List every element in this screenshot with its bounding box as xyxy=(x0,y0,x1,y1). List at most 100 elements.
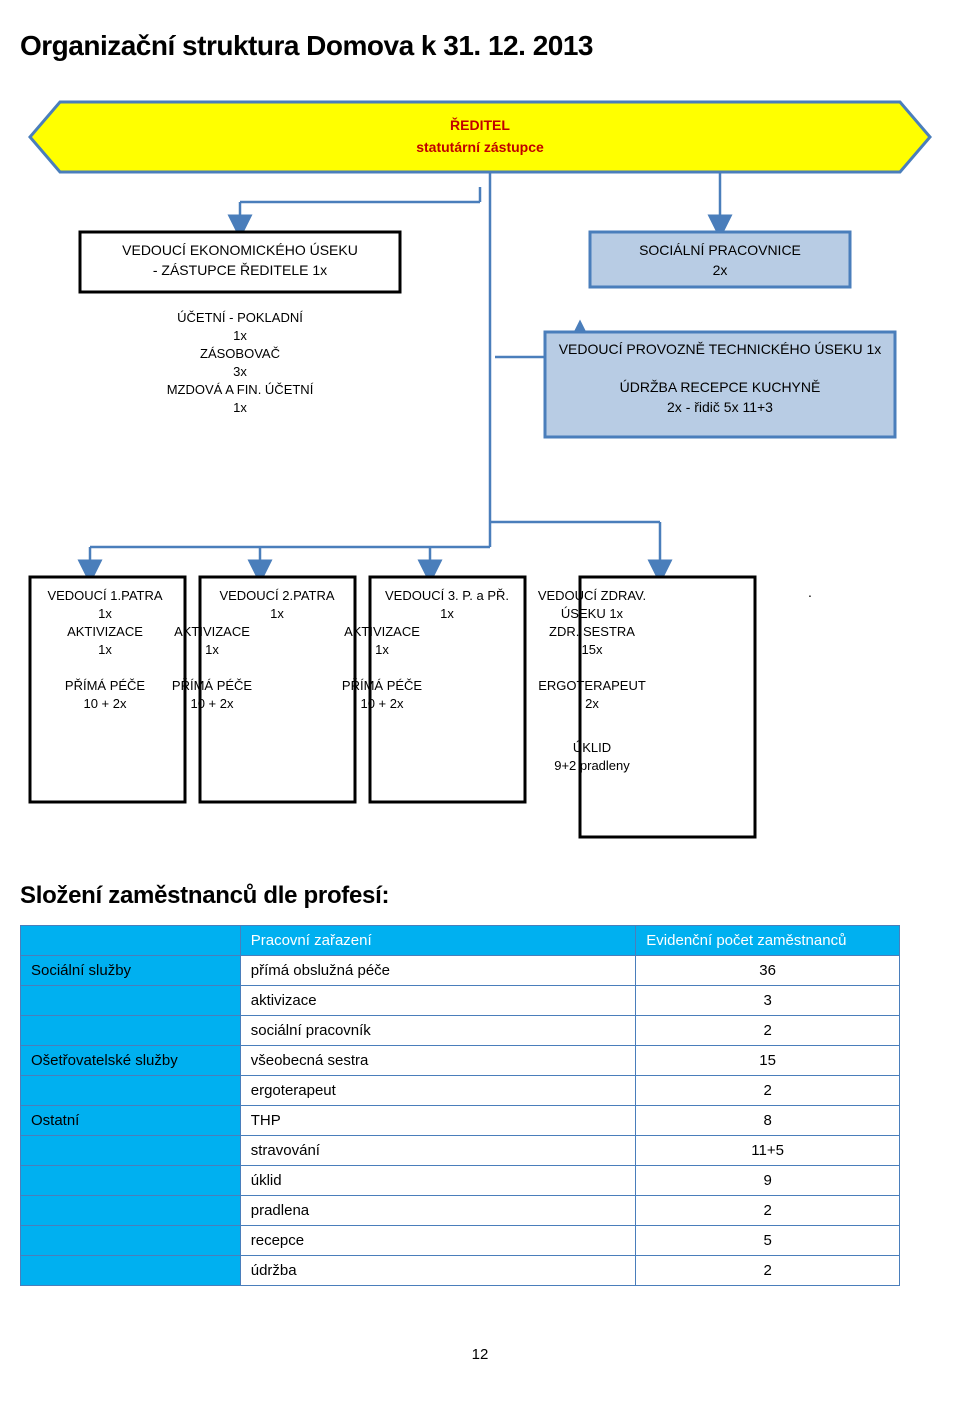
node-director: ŘEDITEL statutární zástupce xyxy=(30,102,930,172)
svg-text:AKTIVIZACE: AKTIVIZACE xyxy=(67,624,143,639)
node-social: SOCIÁLNÍ PRACOVNICE 2x xyxy=(590,232,850,287)
cell-role: ergoterapeut xyxy=(240,1076,636,1106)
svg-text:- ZÁSTUPCE ŘEDITELE 1x: - ZÁSTUPCE ŘEDITELE 1x xyxy=(153,262,327,278)
node-provoz: VEDOUCÍ PROVOZNĚ TECHNICKÉHO ÚSEKU 1x ÚD… xyxy=(545,332,895,437)
org-chart: ŘEDITEL statutární zástupce VEDOUCÍ EKON… xyxy=(20,92,940,852)
cell-category xyxy=(21,986,241,1016)
svg-text:ZDR. SESTRA: ZDR. SESTRA xyxy=(549,624,635,639)
th-blank xyxy=(21,926,241,956)
cell-category xyxy=(21,1256,241,1286)
svg-text:statutární zástupce: statutární zástupce xyxy=(416,139,544,155)
svg-text:ÚSEKU 1x: ÚSEKU 1x xyxy=(561,606,624,621)
svg-text:PŘÍMÁ PÉČE: PŘÍMÁ PÉČE xyxy=(172,678,253,693)
svg-text:SOCIÁLNÍ PRACOVNICE: SOCIÁLNÍ PRACOVNICE xyxy=(639,242,801,258)
cell-count: 9 xyxy=(636,1166,900,1196)
node-econ: VEDOUCÍ EKONOMICKÉHO ÚSEKU - ZÁSTUPCE ŘE… xyxy=(80,232,400,415)
cell-count: 2 xyxy=(636,1016,900,1046)
svg-text:VEDOUCÍ EKONOMICKÉHO ÚSEKU: VEDOUCÍ EKONOMICKÉHO ÚSEKU xyxy=(122,242,358,258)
cell-category xyxy=(21,1196,241,1226)
cell-role: aktivizace xyxy=(240,986,636,1016)
cell-role: přímá obslužná péče xyxy=(240,956,636,986)
table-row: OstatníTHP8 xyxy=(21,1106,900,1136)
cell-role: sociální pracovník xyxy=(240,1016,636,1046)
cell-category xyxy=(21,1226,241,1256)
table-row: aktivizace3 xyxy=(21,986,900,1016)
cell-role: THP xyxy=(240,1106,636,1136)
svg-text:ÚČETNÍ - POKLADNÍ: ÚČETNÍ - POKLADNÍ xyxy=(177,310,303,325)
table-row: Sociální službypřímá obslužná péče36 xyxy=(21,956,900,986)
cell-count: 8 xyxy=(636,1106,900,1136)
svg-text:1x: 1x xyxy=(98,642,112,657)
svg-text:VEDOUCÍ 1.PATRA: VEDOUCÍ 1.PATRA xyxy=(47,588,162,603)
cell-role: údržba xyxy=(240,1256,636,1286)
cell-category xyxy=(21,1016,241,1046)
svg-text:VEDOUCÍ 2.PATRA: VEDOUCÍ 2.PATRA xyxy=(219,588,334,603)
svg-text:1x: 1x xyxy=(205,642,219,657)
page-number: 12 xyxy=(20,1346,940,1363)
table-row: ergoterapeut2 xyxy=(21,1076,900,1106)
svg-text:AKTIVIZACE: AKTIVIZACE xyxy=(174,624,250,639)
table-row: recepce5 xyxy=(21,1226,900,1256)
cell-category xyxy=(21,1076,241,1106)
cell-role: recepce xyxy=(240,1226,636,1256)
cell-count: 3 xyxy=(636,986,900,1016)
svg-text:2x - řidič 5x: 2x - řidič 5x 11+3 xyxy=(667,399,773,415)
svg-text:3x: 3x xyxy=(233,364,247,379)
cell-category xyxy=(21,1166,241,1196)
cell-role: stravování xyxy=(240,1136,636,1166)
cell-count: 5 xyxy=(636,1226,900,1256)
svg-text:VEDOUCÍ 3. P. a PŘ.: VEDOUCÍ 3. P. a PŘ. xyxy=(385,588,509,603)
node-patra-3: VEDOUCÍ 3. P. a PŘ. 1x AKTIVIZACE 1x PŘÍ… xyxy=(342,577,525,802)
svg-text:1x: 1x xyxy=(233,328,247,343)
table-row: sociální pracovník2 xyxy=(21,1016,900,1046)
svg-text:ÚKLID: ÚKLID xyxy=(573,740,611,755)
svg-text:ERGOTERAPEUT: ERGOTERAPEUT xyxy=(538,678,646,693)
cell-category: Ostatní xyxy=(21,1106,241,1136)
stray-dot: . xyxy=(808,584,812,600)
page-title: Organizační struktura Domova k 31. 12. 2… xyxy=(20,30,940,62)
svg-text:1x: 1x xyxy=(270,606,284,621)
svg-text:ÚDRŽBA RECEPCE KUCHYNĚ: ÚDRŽBA RECEPCE KUCHYNĚ xyxy=(620,379,821,395)
svg-text:MZDOVÁ A FIN. ÚČETNÍ: MZDOVÁ A FIN. ÚČETNÍ xyxy=(167,382,314,397)
table-row: stravování11+5 xyxy=(21,1136,900,1166)
svg-text:9+2 pradleny: 9+2 pradleny xyxy=(554,758,630,773)
svg-text:1x: 1x xyxy=(440,606,454,621)
svg-text:1x: 1x xyxy=(375,642,389,657)
cell-category xyxy=(21,1136,241,1166)
svg-text:10 + 2x: 10 + 2x xyxy=(83,696,127,711)
table-row: úklid9 xyxy=(21,1166,900,1196)
svg-text:ŘEDITEL: ŘEDITEL xyxy=(450,116,510,133)
node-zdrav: VEDOUCÍ ZDRAV. ÚSEKU 1x ZDR. SESTRA 15x … xyxy=(538,577,755,837)
svg-text:15x: 15x xyxy=(582,642,603,657)
svg-text:VEDOUCÍ ZDRAV.: VEDOUCÍ ZDRAV. xyxy=(538,588,646,603)
cell-count: 15 xyxy=(636,1046,900,1076)
svg-text:1x: 1x xyxy=(98,606,112,621)
cell-count: 2 xyxy=(636,1196,900,1226)
svg-text:VEDOUCÍ PROVOZNĚ TECHNICKÉHO Ú: VEDOUCÍ PROVOZNĚ TECHNICKÉHO ÚSEKU 1x xyxy=(559,341,882,357)
cell-count: 2 xyxy=(636,1076,900,1106)
svg-text:1x: 1x xyxy=(233,400,247,415)
node-patra-2: VEDOUCÍ 2.PATRA 1x AKTIVIZACE 1x PŘÍMÁ P… xyxy=(172,577,355,802)
table-row: údržba2 xyxy=(21,1256,900,1286)
svg-text:10 + 2x: 10 + 2x xyxy=(190,696,234,711)
svg-text:2x: 2x xyxy=(585,696,599,711)
cell-category: Sociální služby xyxy=(21,956,241,986)
table-row: pradlena2 xyxy=(21,1196,900,1226)
cell-category: Ošetřovatelské služby xyxy=(21,1046,241,1076)
svg-text:PŘÍMÁ PÉČE: PŘÍMÁ PÉČE xyxy=(342,678,423,693)
th-count: Evidenční počet zaměstnanců xyxy=(636,926,900,956)
node-patra-1: VEDOUCÍ 1.PATRA 1x AKTIVIZACE 1x PŘÍMÁ P… xyxy=(30,577,185,802)
cell-count: 36 xyxy=(636,956,900,986)
th-role: Pracovní zařazení xyxy=(240,926,636,956)
table-heading: Složení zaměstnanců dle profesí: xyxy=(20,882,940,910)
svg-text:ZÁSOBOVAČ: ZÁSOBOVAČ xyxy=(200,346,280,361)
table-row: Ošetřovatelské službyvšeobecná sestra15 xyxy=(21,1046,900,1076)
svg-text:10 + 2x: 10 + 2x xyxy=(360,696,404,711)
cell-count: 11+5 xyxy=(636,1136,900,1166)
cell-count: 2 xyxy=(636,1256,900,1286)
svg-text:2x: 2x xyxy=(713,262,728,278)
cell-role: úklid xyxy=(240,1166,636,1196)
staff-table: Pracovní zařazení Evidenční počet zaměst… xyxy=(20,925,900,1286)
cell-role: všeobecná sestra xyxy=(240,1046,636,1076)
svg-text:AKTIVIZACE: AKTIVIZACE xyxy=(344,624,420,639)
